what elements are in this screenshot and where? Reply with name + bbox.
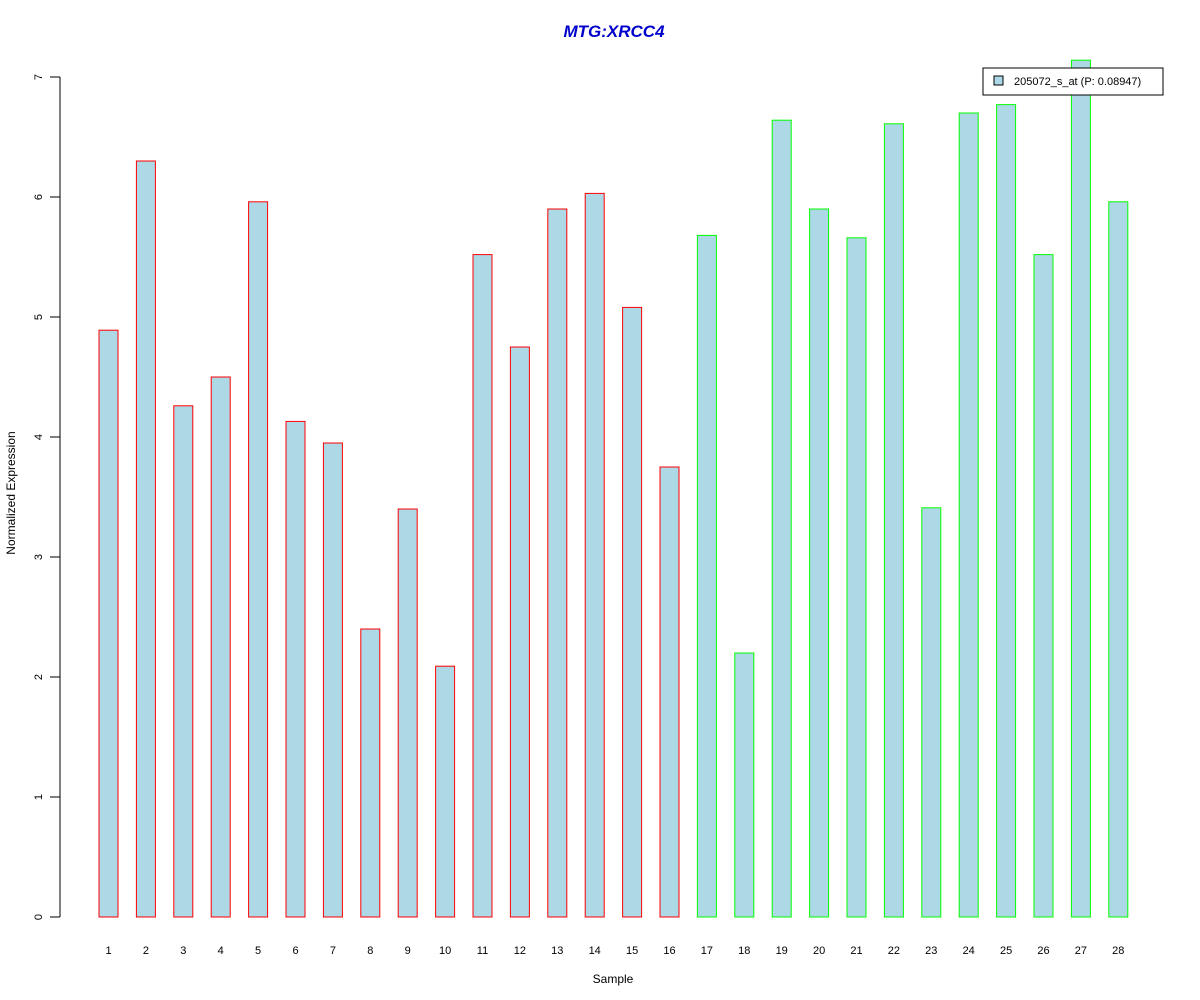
x-tick-label: 16 <box>663 945 675 957</box>
legend-box <box>982 67 1164 96</box>
bar-sample-6 <box>285 420 306 918</box>
bar-sample-19 <box>771 119 792 918</box>
bar-sample-26 <box>1033 254 1054 918</box>
x-tick-label: 15 <box>626 945 638 957</box>
y-axis-label: Normalized Expression <box>4 431 18 554</box>
x-tick-label: 1 <box>105 945 111 957</box>
x-tick-label: 5 <box>255 945 261 957</box>
x-tick-label: 10 <box>439 945 451 957</box>
x-tick-label: 11 <box>477 945 488 957</box>
bar-sample-12 <box>509 346 530 918</box>
bar-sample-22 <box>883 123 904 918</box>
bar-sample-7 <box>322 442 343 918</box>
bar-sample-16 <box>659 466 680 918</box>
x-axis-tick-labels: 1 2 3 4 5 6 7 8 9 10 11 12 13 14 15 16 17 18 19 20 21 22 23 24 2… <box>105 945 1124 957</box>
bar-sample-3 <box>173 405 194 918</box>
x-tick-label: 4 <box>218 945 224 957</box>
bar-sample-28 <box>1108 201 1129 918</box>
y-tick-label: 6 <box>33 194 45 200</box>
bar-sample-14 <box>584 192 605 918</box>
bar-sample-24 <box>958 112 979 918</box>
y-tick-label: 4 <box>33 434 45 440</box>
legend-swatch <box>993 75 1004 86</box>
bar-sample-15 <box>622 306 643 918</box>
x-tick-label: 9 <box>405 945 411 957</box>
x-tick-label: 17 <box>701 945 713 957</box>
x-tick-label: 6 <box>292 945 298 957</box>
bar-sample-20 <box>809 208 830 918</box>
x-tick-label: 8 <box>367 945 373 957</box>
bar-sample-9 <box>397 508 418 918</box>
y-tick-label: 7 <box>33 74 45 80</box>
bar-sample-4 <box>210 376 231 918</box>
bar-sample-23 <box>921 507 942 918</box>
bar-sample-8 <box>360 628 381 918</box>
x-tick-label: 19 <box>776 945 788 957</box>
x-tick-label: 28 <box>1112 945 1124 957</box>
x-axis-label: Sample <box>593 972 634 986</box>
x-tick-label: 27 <box>1075 945 1087 957</box>
bar-sample-1 <box>98 329 119 918</box>
y-tick-label: 1 <box>33 794 45 800</box>
bar-sample-25 <box>996 104 1017 918</box>
chart-title: MTG:XRCC4 <box>563 22 665 41</box>
x-tick-label: 21 <box>850 945 862 957</box>
bar-sample-2 <box>135 160 156 918</box>
x-tick-label: 18 <box>738 945 750 957</box>
y-tick-label: 2 <box>33 674 45 680</box>
x-tick-label: 24 <box>963 945 975 957</box>
bar-sample-27 <box>1070 59 1091 918</box>
x-tick-label: 2 <box>143 945 149 957</box>
x-tick-label: 20 <box>813 945 825 957</box>
x-tick-label: 23 <box>925 945 937 957</box>
legend-label: 205072_s_at (P: 0.08947) <box>1014 76 1141 88</box>
bar-sample-13 <box>547 208 568 918</box>
y-tick-label: 3 <box>33 554 45 560</box>
legend: 205072_s_at (P: 0.08947) <box>982 67 1164 96</box>
x-tick-label: 3 <box>180 945 186 957</box>
bar-sample-11 <box>472 254 493 918</box>
bar-sample-10 <box>435 665 456 918</box>
bar-sample-21 <box>846 237 867 918</box>
x-tick-label: 13 <box>551 945 563 957</box>
bar-sample-18 <box>734 652 755 918</box>
y-tick-label: 0 <box>33 914 45 920</box>
bar-sample-17 <box>696 234 717 918</box>
y-tick-label: 5 <box>33 314 45 320</box>
x-tick-label: 7 <box>330 945 336 957</box>
bar-sample-5 <box>248 201 269 918</box>
x-tick-label: 26 <box>1037 945 1049 957</box>
y-axis: 0 1 2 3 4 5 6 7 <box>33 74 61 920</box>
x-tick-label: 14 <box>589 945 601 957</box>
x-tick-label: 25 <box>1000 945 1012 957</box>
x-tick-label: 12 <box>514 945 526 957</box>
bars <box>98 59 1129 918</box>
x-tick-label: 22 <box>888 945 900 957</box>
